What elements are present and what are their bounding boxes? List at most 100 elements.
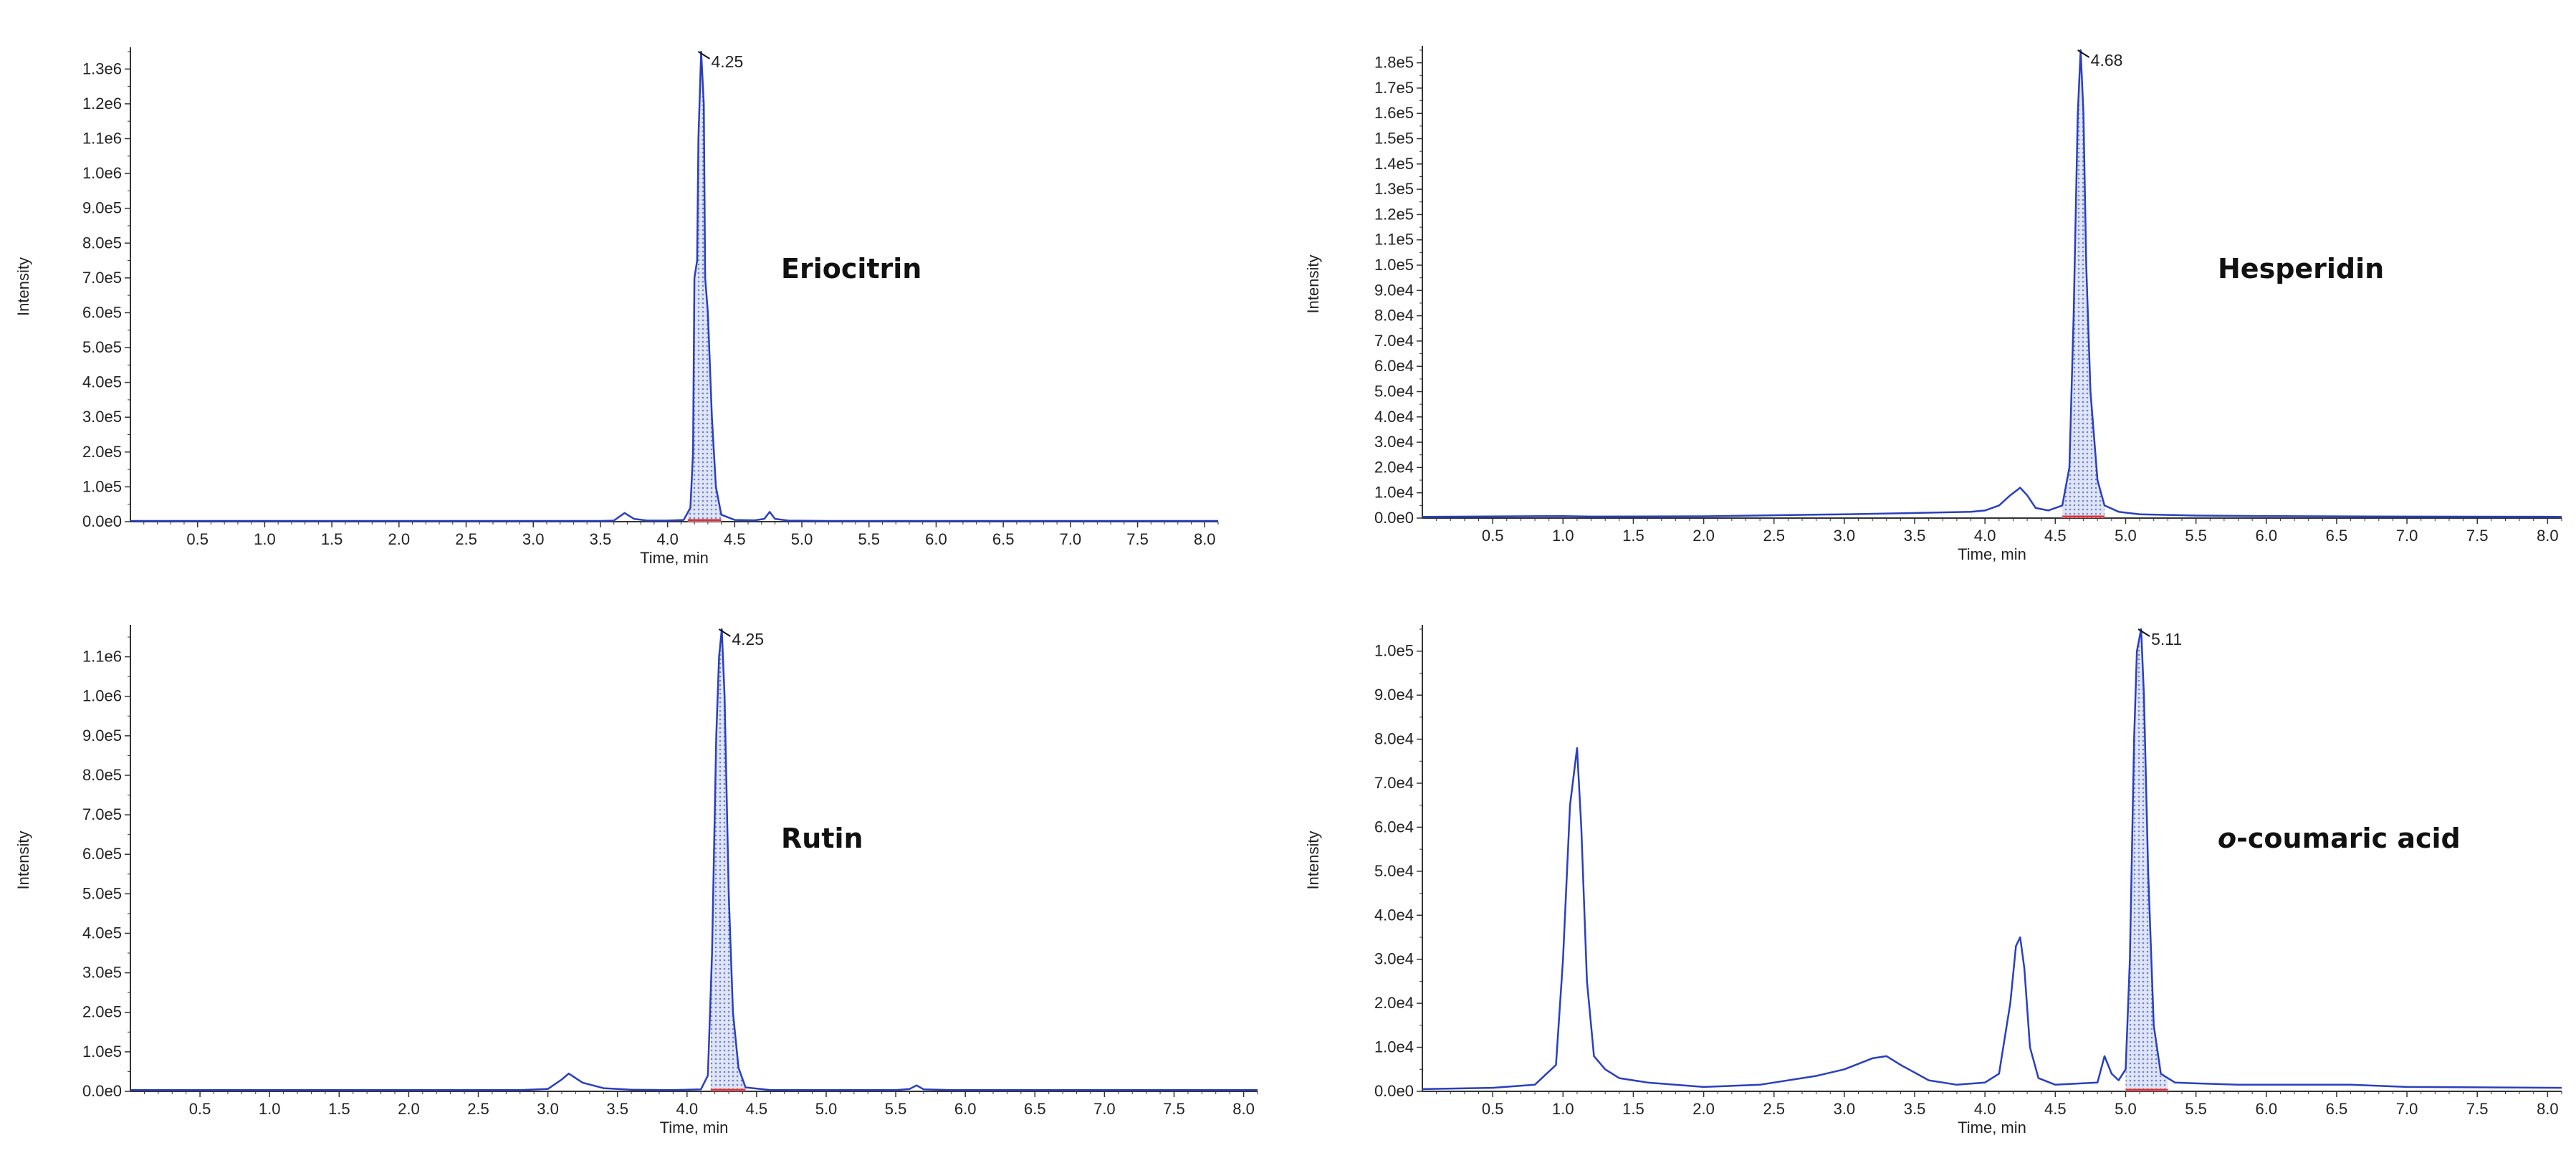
x-tick-label: 7.0 <box>1060 530 1082 548</box>
x-tick-label: 4.0 <box>1974 527 1996 545</box>
y-tick-label: 7.0e4 <box>1374 774 1414 792</box>
y-tick-label: 1.7e5 <box>1374 79 1414 97</box>
x-tick-label: 0.5 <box>189 1100 211 1118</box>
x-tick-label: 5.0 <box>815 1100 838 1118</box>
integrated-peak-area <box>710 629 746 1091</box>
y-tick-label: 0.0e0 <box>1374 1082 1414 1100</box>
chromatogram-trace <box>130 628 1258 1091</box>
x-tick-label: 3.5 <box>590 530 612 548</box>
x-tick-label: 5.0 <box>2115 527 2137 545</box>
x-axis-title: Time, min <box>1958 545 2026 563</box>
y-tick-label: 8.0e5 <box>82 234 122 252</box>
y-tick-label: 1.0e6 <box>82 164 122 182</box>
integrated-peak-area <box>687 52 722 522</box>
x-tick-label: 4.5 <box>2044 527 2067 545</box>
y-tick-label: 1.0e5 <box>82 477 122 495</box>
x-tick-label: 4.5 <box>724 530 746 548</box>
y-tick-label: 5.0e4 <box>1374 383 1414 401</box>
x-tick-label: 7.0 <box>1093 1100 1116 1118</box>
x-tick-label: 4.0 <box>1974 1100 1996 1118</box>
x-tick-label: 5.0 <box>2115 1100 2137 1118</box>
x-axis-title: Time, min <box>1958 1119 2026 1136</box>
x-tick-label: 1.5 <box>328 1100 350 1118</box>
x-tick-label: 1.5 <box>1622 527 1644 545</box>
y-tick-label: 5.0e4 <box>1374 862 1414 880</box>
y-tick-label: 1.3e6 <box>82 59 122 77</box>
x-tick-label: 4.5 <box>746 1100 768 1118</box>
integrated-peak-area <box>2125 629 2168 1091</box>
y-tick-label: 3.0e4 <box>1374 433 1414 451</box>
x-tick-label: 6.5 <box>992 530 1015 548</box>
chromatogram-trace <box>1422 49 2562 518</box>
chart-hesperidin: 0.0e0 1.0e4 2.0e4 3.0e4 4.0e4 5.0e4 6.0e4 7.0e4… <box>1290 0 2576 584</box>
y-tick-label: 9.0e5 <box>82 199 122 217</box>
x-tick-label: 1.0 <box>254 530 276 548</box>
x-axis-title: Time, min <box>640 549 709 567</box>
y-tick-label: 7.0e5 <box>82 269 122 287</box>
chart-svg-0: 0.0e0 1.0e5 2.0e5 3.0e5 4.0e5 5.0e5 6.0e5 7.0e5… <box>14 47 1219 567</box>
y-tick-label: 1.0e4 <box>1374 484 1414 502</box>
x-tick-label: 5.5 <box>2185 527 2207 545</box>
chart-eriocitrin: 0.0e0 1.0e5 2.0e5 3.0e5 4.0e5 5.0e5 6.0e5 7.0e5… <box>0 0 1261 584</box>
x-tick-label: 0.5 <box>1482 527 1504 545</box>
x-tick-label: 3.5 <box>1904 1100 1926 1118</box>
y-tick-label: 1.2e5 <box>1374 205 1414 223</box>
y-tick-label: 6.0e4 <box>1374 818 1414 836</box>
x-tick-label: 7.5 <box>1126 530 1149 548</box>
x-tick-label: 3.5 <box>1904 527 1926 545</box>
x-tick-label: 4.5 <box>2044 1100 2067 1118</box>
y-tick-label: 1.0e6 <box>82 687 122 705</box>
peak-rt-label: 4.68 <box>2091 51 2123 70</box>
peak-apex-marker <box>2137 628 2150 637</box>
y-tick-label: 9.0e5 <box>82 727 122 745</box>
compound-name: Eriocitrin <box>781 253 921 284</box>
x-tick-label: 6.0 <box>2255 1100 2277 1118</box>
x-tick-label: 1.5 <box>321 530 343 548</box>
chromatogram-trace <box>1422 628 2562 1091</box>
y-tick-label: 3.0e5 <box>82 408 122 426</box>
y-tick-label: 1.0e5 <box>82 1043 122 1061</box>
compound-name: Rutin <box>781 823 863 854</box>
x-tick-label: 1.0 <box>1552 527 1574 545</box>
peak-apex-marker <box>718 628 731 637</box>
y-tick-label: 9.0e4 <box>1374 281 1414 299</box>
x-tick-label: 2.5 <box>1763 1100 1785 1118</box>
chromatogram-trace <box>130 50 1218 522</box>
y-tick-label: 0.0e0 <box>82 1082 122 1100</box>
x-tick-label: 7.5 <box>1163 1100 1185 1118</box>
y-tick-label: 8.0e5 <box>82 766 122 784</box>
y-tick-label: 1.8e5 <box>1374 54 1414 72</box>
x-tick-label: 3.0 <box>537 1100 559 1118</box>
y-tick-label: 0.0e0 <box>82 512 122 530</box>
y-tick-label: 7.0e5 <box>82 805 122 823</box>
peak-rt-label: 5.11 <box>2151 630 2182 648</box>
x-tick-label: 2.0 <box>398 1100 420 1118</box>
y-tick-label: 1.0e5 <box>1374 256 1414 274</box>
y-tick-label: 6.0e4 <box>1374 357 1414 375</box>
x-axis-title: Time, min <box>660 1119 729 1136</box>
chart-svg-1: 0.0e0 1.0e4 2.0e4 3.0e4 4.0e4 5.0e4 6.0e4 7.0e4… <box>1304 46 2562 563</box>
x-tick-label: 2.5 <box>467 1100 489 1118</box>
x-tick-label: 6.5 <box>2326 1100 2348 1118</box>
y-tick-label: 4.0e4 <box>1374 408 1414 426</box>
y-tick-label: 2.0e4 <box>1374 994 1414 1012</box>
x-tick-label: 6.5 <box>2326 527 2348 545</box>
y-tick-label: 0.0e0 <box>1374 509 1414 527</box>
x-tick-label: 0.5 <box>1482 1100 1504 1118</box>
x-tick-label: 3.0 <box>522 530 545 548</box>
compound-name: Hesperidin <box>2218 253 2384 284</box>
chart-svg-3: 0.0e0 1.0e4 2.0e4 3.0e4 4.0e4 5.0e4 6.0e4 7.0e4… <box>1304 625 2562 1136</box>
y-tick-label: 1.4e5 <box>1374 155 1414 173</box>
x-tick-label: 1.0 <box>259 1100 281 1118</box>
x-tick-label: 6.0 <box>925 530 947 548</box>
x-tick-label: 4.0 <box>676 1100 698 1118</box>
x-tick-label: 7.0 <box>2396 1100 2418 1118</box>
x-tick-label: 8.0 <box>1194 530 1216 548</box>
y-tick-label: 2.0e5 <box>82 443 122 461</box>
compound-name: o-coumaric acid <box>2218 823 2461 854</box>
x-tick-label: 6.0 <box>954 1100 977 1118</box>
x-tick-label: 7.5 <box>2466 527 2489 545</box>
x-tick-label: 2.5 <box>1763 527 1785 545</box>
y-tick-label: 5.0e5 <box>82 338 122 356</box>
y-tick-label: 4.0e5 <box>82 373 122 391</box>
